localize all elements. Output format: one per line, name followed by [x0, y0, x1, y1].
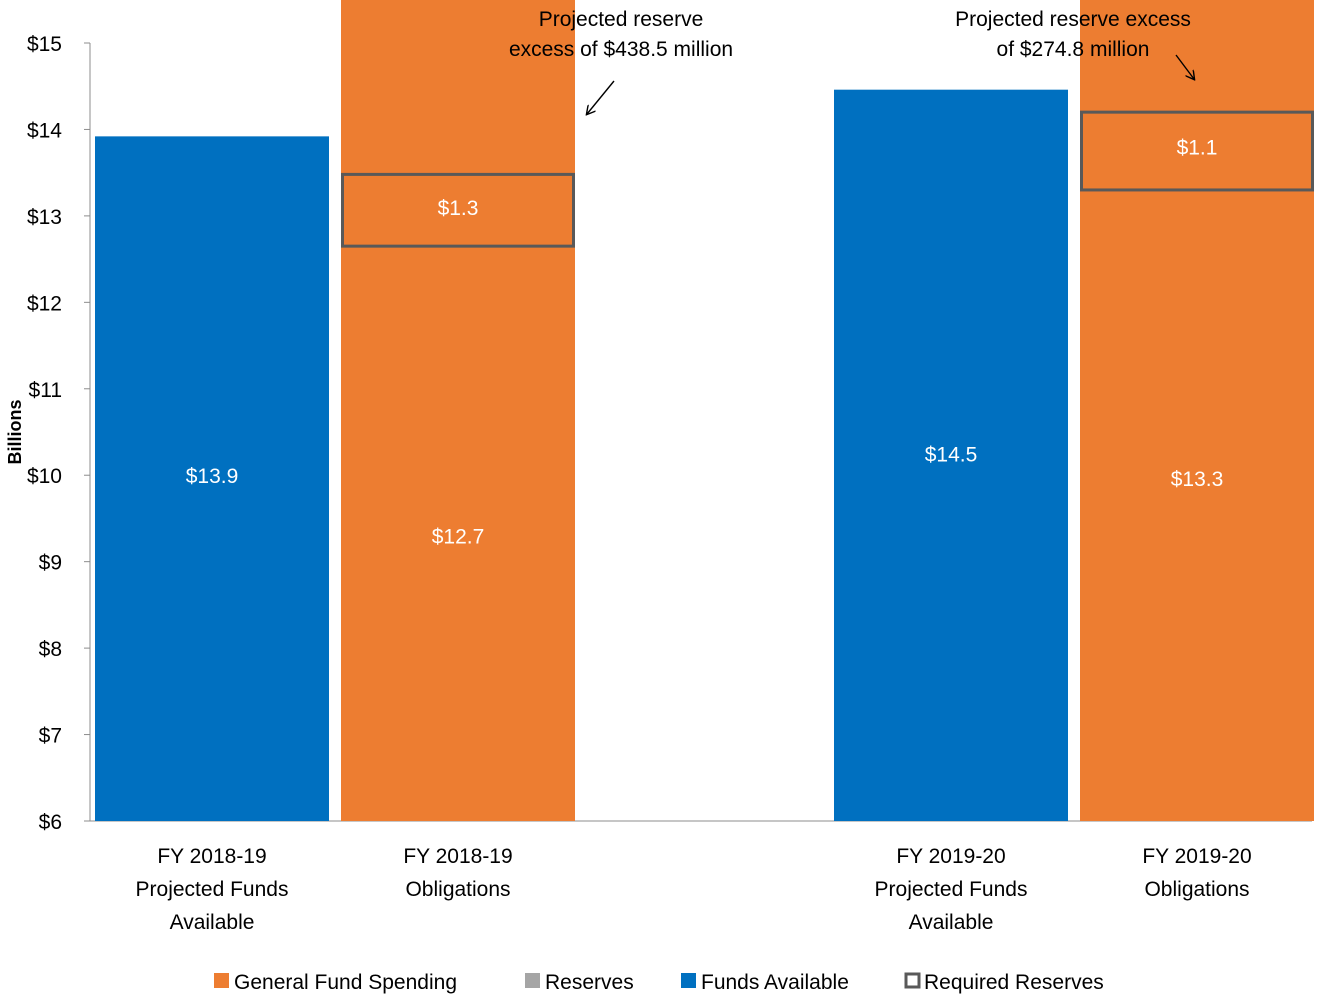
legend: General Fund Spending Reserves Funds Avail…	[214, 971, 1104, 994]
data-label: $14.5	[925, 444, 978, 467]
data-label: $1.1	[1177, 137, 1218, 160]
y-tick-label: $9	[39, 552, 62, 575]
axes: $6 $7 $8 $9 $10 $11 $12 $13 $14 $15 Billions	[5, 33, 1312, 834]
bar-funds-available	[95, 136, 329, 822]
data-labels: $13.9 $12.7 $1.3 $14.5 $13.3 $1.1	[186, 137, 1224, 549]
x-tick-label: FY 2018-19 Obligations	[403, 845, 512, 901]
y-tick-label: $8	[39, 638, 62, 661]
y-tick-label: $15	[27, 33, 62, 56]
legend-swatch	[525, 973, 540, 988]
data-label: $13.3	[1171, 468, 1224, 491]
y-tick-label: $11	[29, 379, 62, 402]
y-tick-label: $12	[27, 292, 62, 315]
x-tick-label: FY 2019-20 Projected Funds Available	[875, 845, 1028, 934]
annotation-arrow	[587, 80, 615, 114]
data-label: $12.7	[432, 526, 485, 549]
legend-swatch-required-reserves	[904, 972, 921, 989]
legend-swatch	[681, 973, 696, 988]
required-reserves-box	[1080, 110, 1314, 192]
data-label: $1.3	[438, 197, 479, 220]
bars	[95, 0, 1314, 822]
legend-label: General Fund Spending	[234, 971, 457, 994]
annotation-text: Projected reserve excess of $438.5 millio…	[509, 8, 733, 61]
y-tick-label: $13	[27, 206, 62, 229]
annotation-text: Projected reserve excess of $274.8 millio…	[955, 8, 1191, 61]
legend-label: Required Reserves	[924, 971, 1104, 994]
x-tick-label: FY 2018-19 Projected Funds Available	[136, 845, 289, 934]
y-axis-title: Billions	[5, 399, 25, 464]
y-tick-label: $14	[27, 119, 62, 142]
required-reserves-box	[341, 172, 575, 248]
x-tick-label: FY 2019-20 Obligations	[1142, 845, 1251, 901]
data-label: $13.9	[186, 465, 239, 488]
y-tick-label: $7	[39, 725, 62, 748]
annotations: Projected reserve excess of $438.5 millio…	[509, 8, 1194, 114]
bar-general-fund-spending	[1080, 0, 1314, 821]
y-tick-label: $6	[39, 811, 62, 834]
legend-swatch	[214, 973, 229, 988]
bar-funds-available	[834, 89, 1068, 822]
legend-label: Reserves	[545, 971, 634, 994]
bar-general-fund-spending	[341, 0, 575, 821]
annotation-arrow	[1175, 54, 1194, 79]
y-tick-label: $10	[27, 465, 62, 488]
x-axis-labels: FY 2018-19 Projected Funds Available FY 201…	[136, 845, 1252, 934]
legend-label: Funds Available	[701, 971, 849, 994]
